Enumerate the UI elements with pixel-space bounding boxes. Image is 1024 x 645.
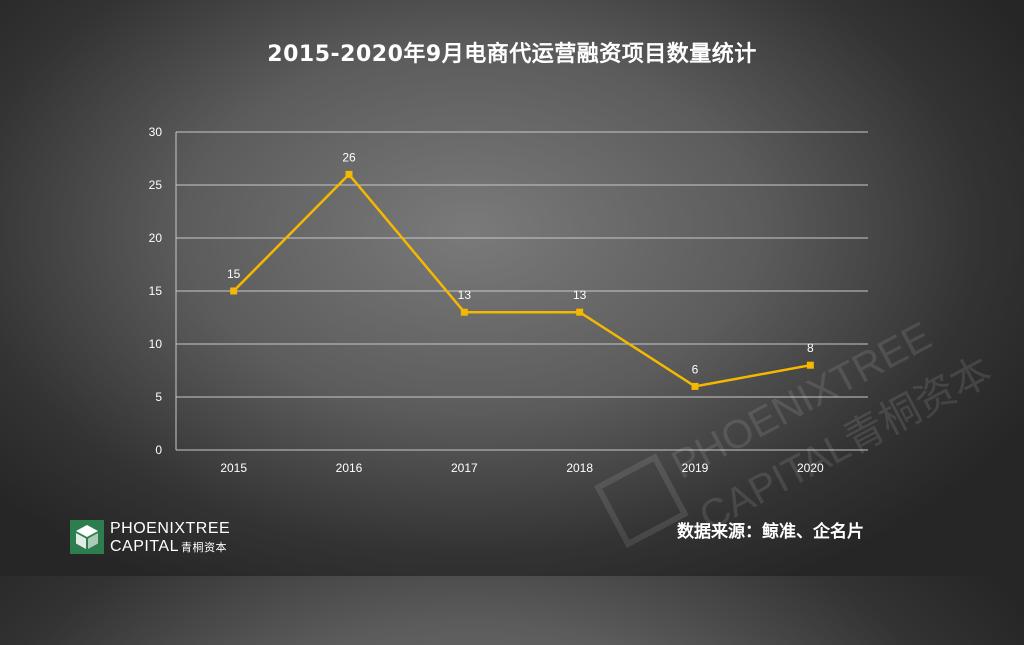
y-tick-label: 0 [155, 443, 162, 457]
data-label: 26 [342, 150, 356, 164]
data-point [576, 308, 584, 316]
data-point [806, 361, 814, 369]
data-labels: 15 26 13 13 6 8 [227, 150, 814, 376]
series-group [230, 170, 814, 390]
data-label: 13 [573, 288, 587, 302]
chart-title: 2015-2020年9月电商代运营融资项目数量统计 [267, 42, 757, 67]
data-point [691, 382, 699, 390]
data-point [230, 287, 238, 295]
logo-sub-en: CAPITAL [110, 538, 179, 555]
data-label: 6 [692, 362, 699, 376]
y-tick-label: 20 [149, 231, 163, 245]
x-tick-label: 2015 [220, 461, 247, 475]
x-tick-label: 2020 [797, 461, 824, 475]
data-point [460, 308, 468, 316]
gridlines [175, 131, 868, 451]
x-axis-ticks: 2015 2016 2017 2018 2019 2020 [220, 461, 824, 475]
y-tick-label: 15 [149, 284, 163, 298]
data-point [345, 170, 353, 178]
logo-name: PHOENIXTREE [110, 520, 231, 537]
line-chart: 0 5 10 15 20 25 30 2015 2016 2017 2018 2019 2020 15… [149, 125, 868, 475]
x-tick-label: 2017 [451, 461, 478, 475]
x-tick-label: 2018 [566, 461, 593, 475]
x-tick-label: 2016 [336, 461, 363, 475]
y-axis-ticks: 0 5 10 15 20 25 30 [149, 125, 163, 457]
series-line [232, 173, 811, 388]
y-tick-label: 10 [149, 337, 163, 351]
y-tick-label: 5 [155, 390, 162, 404]
logo-sub: CAPITAL 青桐资本 [110, 538, 227, 556]
x-tick-label: 2019 [682, 461, 709, 475]
logo-sub-cn: 青桐资本 [181, 541, 227, 554]
phoenixtree-logo-icon [70, 520, 104, 554]
data-source-note: 数据来源：鲸准、企名片 [677, 522, 864, 542]
y-tick-label: 25 [149, 178, 163, 192]
y-tick-label: 30 [149, 125, 163, 139]
data-label: 15 [227, 267, 241, 281]
data-label: 8 [807, 341, 814, 355]
data-label: 13 [458, 288, 472, 302]
